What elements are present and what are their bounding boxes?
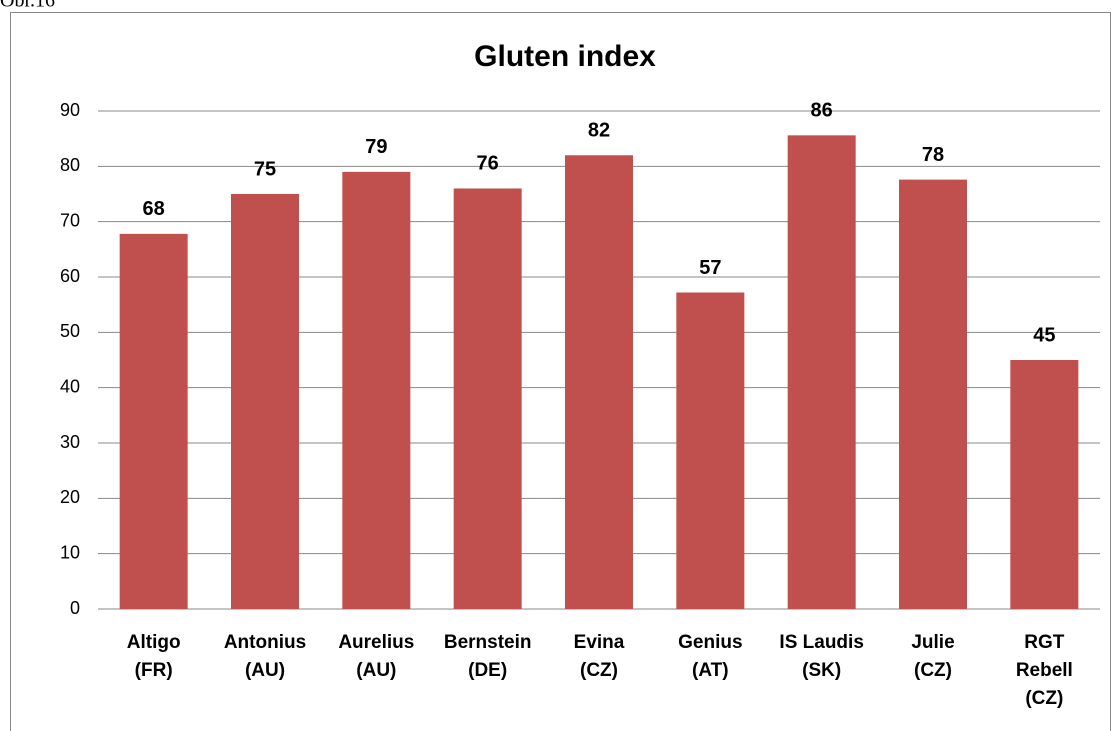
x-tick-label: Altigo (FR) — [127, 632, 181, 681]
chart-title: Gluten index — [474, 40, 656, 73]
chart-frame — [10, 12, 1111, 731]
data-label: 57 — [699, 257, 721, 279]
data-label: 79 — [365, 136, 387, 158]
bar — [565, 155, 633, 609]
x-tick-label: Aurelius (AU) — [338, 632, 414, 681]
x-tick-label: IS Laudis (SK) — [779, 632, 863, 681]
data-label: 76 — [477, 153, 499, 175]
data-label: 78 — [922, 144, 944, 166]
y-tick-label: 70 — [60, 210, 80, 230]
bar — [1010, 360, 1079, 609]
y-tick-label: 10 — [60, 542, 80, 562]
bar — [119, 233, 188, 609]
caption: Obr.16 — [0, 0, 55, 12]
x-tick-label: Evina (CZ) — [574, 632, 625, 681]
y-tick-label: 40 — [60, 376, 80, 396]
y-tick-label: 20 — [60, 487, 80, 507]
y-tick-label: 50 — [60, 321, 80, 341]
bar — [676, 292, 745, 609]
bar — [899, 179, 967, 609]
x-tick-label: Antonius (AU) — [224, 632, 306, 681]
x-tick-label: Bernstein (DE) — [444, 632, 532, 681]
y-tick-label: 80 — [60, 155, 80, 175]
bar — [787, 135, 856, 609]
x-tick-label: Genius (AT) — [678, 632, 742, 681]
data-label: 45 — [1033, 324, 1055, 346]
bar — [342, 171, 411, 609]
bar — [231, 194, 299, 609]
y-tick-label: 0 — [70, 598, 80, 618]
x-tick-label: RGT Rebell (CZ) — [1016, 632, 1073, 709]
y-tick-label: 60 — [60, 266, 80, 286]
bar — [453, 188, 522, 609]
data-label: 86 — [811, 100, 833, 122]
y-tick-label: 90 — [60, 100, 80, 120]
data-label: 68 — [143, 198, 165, 220]
data-label: 75 — [254, 158, 276, 180]
y-tick-label: 30 — [60, 432, 80, 452]
data-label: 82 — [588, 120, 610, 142]
x-tick-label: Julie (CZ) — [911, 632, 954, 681]
